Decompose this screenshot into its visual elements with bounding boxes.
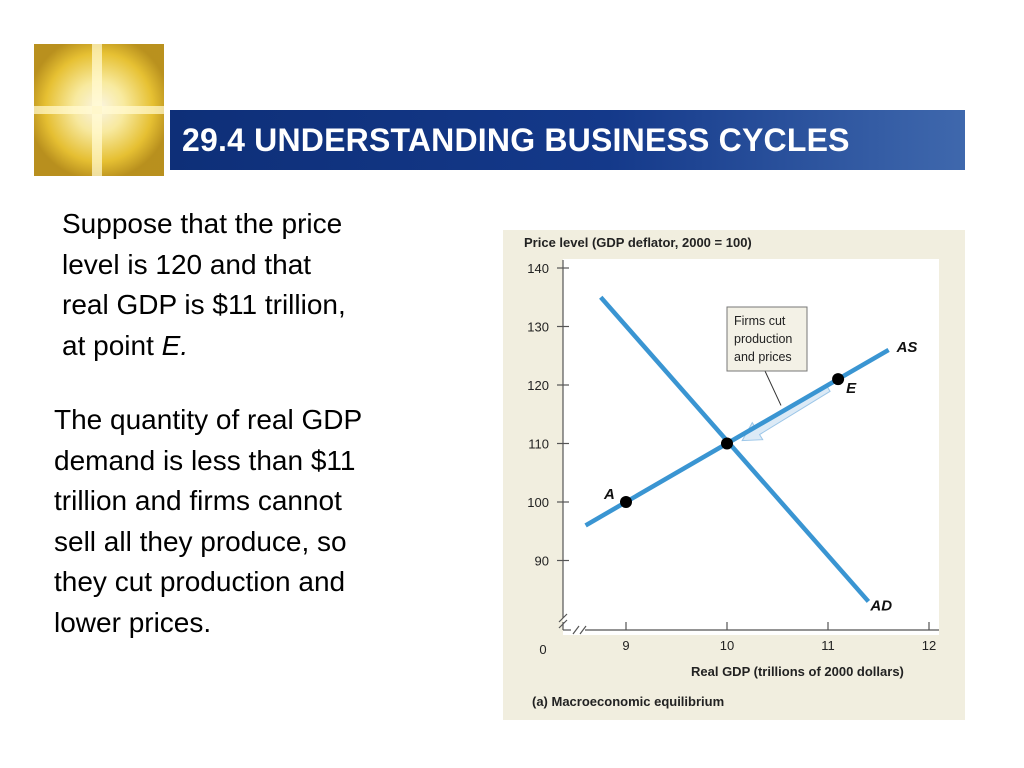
- paragraph-line-prefix: at point: [62, 329, 162, 361]
- equilibrium-point: [721, 437, 733, 450]
- slide-title: 29.4 UNDERSTANDING BUSINESS CYCLES: [182, 122, 850, 158]
- y-tick-label: 140: [527, 261, 549, 276]
- golden-window-logo-icon: [30, 42, 170, 182]
- paragraph-quantity-demanded: The quantity of real GDP demand is less …: [54, 400, 454, 643]
- y-tick-label: 110: [528, 437, 549, 452]
- equilibrium-point: [832, 373, 845, 386]
- origin-label: 0: [539, 642, 546, 657]
- paragraph-line: trillion and firms cannot: [54, 485, 342, 516]
- paragraph-line: Suppose that the price: [62, 208, 343, 239]
- annotation-text: Firms cut: [734, 314, 786, 328]
- paragraph-line: at point E.: [62, 326, 442, 367]
- x-axis-label: Real GDP (trillions of 2000 dollars): [691, 664, 904, 679]
- curve-label-ad: AD: [869, 597, 892, 614]
- x-tick-label: 12: [922, 638, 936, 653]
- paragraph-price-level: Suppose that the price level is 120 and …: [62, 204, 442, 366]
- annotation-box: [726, 306, 808, 372]
- x-tick-label: 9: [622, 638, 629, 653]
- y-tick-label: 120: [527, 378, 549, 393]
- x-tick-label: 10: [720, 638, 734, 653]
- curve-label-as: AS: [896, 339, 918, 356]
- x-axis-break-mark: [572, 625, 587, 635]
- y-tick-label: 90: [535, 554, 549, 569]
- curve-ad: [599, 295, 871, 603]
- paragraph-line: The quantity of real GDP: [54, 404, 363, 435]
- slide-title-bar: 29.4 UNDERSTANDING BUSINESS CYCLES: [170, 110, 965, 170]
- paragraph-line: lower prices.: [54, 606, 212, 638]
- y-tick-label: 130: [527, 320, 549, 335]
- annotation-text: production: [734, 332, 792, 346]
- y-tick-label: 100: [527, 495, 549, 510]
- paragraph-line: demand is less than $11: [54, 444, 356, 476]
- point-e-italic: E.: [161, 329, 189, 361]
- paragraph-line: they cut production and: [54, 566, 346, 597]
- chart-caption: (a) Macroeconomic equilibrium: [532, 694, 724, 709]
- paragraph-line: level is 120 and that: [62, 248, 312, 280]
- equilibrium-point: [620, 496, 632, 508]
- annotation-leader-line: [764, 370, 782, 406]
- point-label-e: E: [846, 380, 857, 397]
- paragraph-line: sell all they produce, so: [54, 525, 347, 557]
- as-ad-figure: Price level (GDP deflator, 2000 = 100) 0…: [503, 230, 965, 720]
- x-tick-label: 11: [821, 638, 835, 653]
- y-axis-break-mark: [558, 613, 568, 629]
- annotation-text: and prices: [734, 350, 792, 364]
- as-ad-chart: Price level (GDP deflator, 2000 = 100) 0…: [524, 235, 939, 709]
- paragraph-line: real GDP is $11 trillion,: [62, 289, 346, 320]
- chart-title: Price level (GDP deflator, 2000 = 100): [524, 235, 752, 250]
- point-label-a: A: [603, 486, 615, 503]
